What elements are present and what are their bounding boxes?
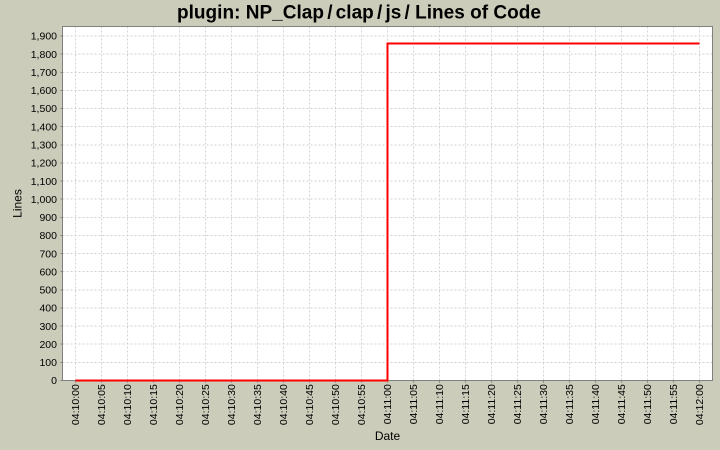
svg-text:1,800: 1,800: [31, 49, 57, 61]
svg-text:04:11:00: 04:11:00: [382, 384, 394, 424]
svg-text:500: 500: [39, 285, 57, 297]
svg-text:04:10:00: 04:10:00: [70, 384, 82, 425]
svg-text:04:10:25: 04:10:25: [200, 384, 212, 425]
svg-text:1,900: 1,900: [31, 31, 57, 43]
svg-text:04:10:05: 04:10:05: [96, 384, 108, 425]
svg-text:Lines: Lines: [11, 189, 25, 218]
svg-text:Date: Date: [375, 429, 401, 443]
svg-text:04:10:45: 04:10:45: [304, 384, 316, 425]
svg-text:04:10:55: 04:10:55: [356, 384, 368, 425]
svg-text:1,700: 1,700: [31, 67, 57, 79]
svg-text:04:10:30: 04:10:30: [226, 384, 238, 425]
svg-text:1,000: 1,000: [31, 194, 57, 206]
svg-text:100: 100: [39, 357, 57, 369]
svg-text:plugin: NP_Clap / clap / js /: plugin: NP_Clap / clap / js / Lines of C…: [177, 2, 541, 23]
svg-text:04:11:30: 04:11:30: [538, 384, 550, 424]
svg-text:04:11:20: 04:11:20: [486, 384, 498, 424]
svg-text:04:10:35: 04:10:35: [252, 384, 264, 425]
svg-text:300: 300: [39, 321, 57, 333]
svg-text:1,500: 1,500: [31, 103, 57, 115]
svg-text:1,600: 1,600: [31, 85, 57, 97]
svg-text:04:11:40: 04:11:40: [590, 384, 602, 424]
svg-text:04:10:20: 04:10:20: [174, 384, 186, 425]
svg-text:04:11:25: 04:11:25: [512, 384, 524, 424]
svg-text:04:11:05: 04:11:05: [408, 384, 420, 424]
svg-text:04:10:50: 04:10:50: [330, 384, 342, 425]
svg-text:1,100: 1,100: [31, 176, 57, 188]
svg-text:04:10:15: 04:10:15: [148, 384, 160, 425]
svg-text:04:11:35: 04:11:35: [564, 384, 576, 424]
svg-text:800: 800: [39, 230, 57, 242]
svg-text:04:12:00: 04:12:00: [694, 384, 706, 425]
svg-text:1,200: 1,200: [31, 158, 57, 170]
svg-text:04:11:15: 04:11:15: [460, 384, 472, 424]
svg-text:700: 700: [39, 248, 57, 260]
svg-text:600: 600: [39, 266, 57, 278]
svg-text:0: 0: [51, 375, 57, 387]
svg-text:04:11:55: 04:11:55: [668, 384, 680, 424]
svg-text:04:11:10: 04:11:10: [434, 384, 446, 424]
svg-text:200: 200: [39, 339, 57, 351]
svg-text:1,300: 1,300: [31, 139, 57, 151]
svg-text:04:10:10: 04:10:10: [122, 384, 134, 425]
svg-text:04:11:45: 04:11:45: [616, 384, 628, 424]
svg-text:400: 400: [39, 303, 57, 315]
svg-text:04:11:50: 04:11:50: [642, 384, 654, 424]
svg-text:1,400: 1,400: [31, 121, 57, 133]
svg-text:900: 900: [39, 212, 57, 224]
svg-text:04:10:40: 04:10:40: [278, 384, 290, 425]
